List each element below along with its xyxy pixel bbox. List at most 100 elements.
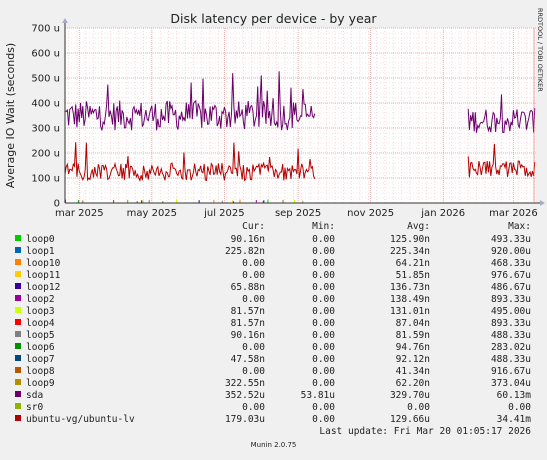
- legend-min: 0.00: [312, 270, 335, 281]
- footer: Munin 2.0.75: [251, 441, 297, 449]
- legend-max: 495.00u: [491, 306, 531, 317]
- legend-label: ubuntu-vg/ubuntu-lv: [26, 414, 135, 425]
- legend-header-min: Min:: [312, 221, 335, 232]
- legend-avg: 41.34n: [396, 366, 430, 377]
- legend-max: 34.41m: [497, 414, 532, 425]
- x-tick-label: jul 2025: [203, 208, 245, 219]
- legend-max: 493.33u: [491, 234, 531, 245]
- legend-avg: 129.66u: [390, 414, 430, 425]
- legend-min: 0.00: [312, 414, 335, 425]
- side-label: RRDTOOL / TOBI OETIKER: [536, 8, 544, 92]
- legend-label: loop8: [26, 366, 55, 377]
- legend-max: 488.33u: [491, 330, 531, 341]
- legend-cur: 90.16n: [231, 234, 265, 245]
- y-tick-label: 0: [54, 199, 60, 210]
- legend-min: 0.00: [312, 234, 335, 245]
- legend-avg: 62.20n: [396, 378, 430, 389]
- y-tick-label: 300 u: [31, 124, 60, 135]
- legend-cur: 352.52u: [225, 390, 265, 401]
- legend-avg: 138.49n: [390, 294, 430, 305]
- legend-swatch: [15, 331, 21, 337]
- legend-cur: 90.16n: [231, 330, 265, 341]
- legend-avg: 87.04n: [396, 318, 430, 329]
- legend-max: 916.67u: [491, 366, 531, 377]
- legend-min: 0.00: [312, 246, 335, 257]
- legend-swatch: [15, 367, 21, 373]
- legend-avg: 329.70u: [390, 390, 430, 401]
- legend-avg: 0.00: [407, 402, 430, 413]
- legend-cur: 225.82n: [225, 246, 265, 257]
- last-update: Last update: Fri Mar 20 01:05:17 2026: [319, 426, 531, 437]
- legend-label: loop9: [26, 378, 55, 389]
- legend-min: 0.00: [312, 258, 335, 269]
- legend-cur: 0.00: [242, 366, 265, 377]
- legend-swatch: [15, 247, 21, 253]
- legend-label: loop12: [26, 282, 60, 293]
- legend-cur: 81.57n: [231, 318, 265, 329]
- legend-swatch: [15, 307, 21, 313]
- legend-cur: 65.88n: [231, 282, 265, 293]
- legend-min: 0.00: [312, 282, 335, 293]
- legend-label: loop4: [26, 318, 55, 329]
- legend-min: 0.00: [312, 402, 335, 413]
- y-axis-arrow: [62, 18, 68, 23]
- legend-min: 0.00: [312, 366, 335, 377]
- legend-cur: 81.57n: [231, 306, 265, 317]
- legend-label: loop1: [26, 246, 55, 257]
- legend-max: 486.67u: [491, 282, 531, 293]
- legend-label: loop2: [26, 294, 55, 305]
- x-tick-label: mar 2025: [55, 208, 104, 219]
- legend-swatch: [15, 319, 21, 325]
- y-tick-label: 200 u: [31, 149, 60, 160]
- legend-label: loop10: [26, 258, 61, 269]
- y-axis-label: Average IO Wait (seconds): [4, 43, 17, 188]
- legend-max: 468.33u: [491, 258, 531, 269]
- legend-swatch: [15, 271, 21, 277]
- legend-max: 893.33u: [491, 294, 531, 305]
- legend-label: loop0: [26, 234, 55, 245]
- legend-avg: 94.76n: [396, 342, 430, 353]
- series-line-ubuntu-lv: [64, 142, 316, 183]
- legend-swatch: [15, 403, 21, 409]
- legend-avg: 125.90n: [390, 234, 430, 245]
- legend-cur: 0.00: [242, 270, 265, 281]
- legend-header-max: Max:: [508, 221, 531, 232]
- legend-cur: 0.00: [242, 342, 265, 353]
- legend-swatch: [15, 259, 21, 265]
- legend-label: sr0: [26, 402, 43, 413]
- legend-header-cur: Cur:: [242, 221, 265, 232]
- legend-swatch: [15, 391, 21, 397]
- legend-avg: 225.34n: [390, 246, 430, 257]
- legend-min: 0.00: [312, 342, 335, 353]
- legend-avg: 81.59n: [396, 330, 430, 341]
- legend-max: 920.00u: [491, 246, 531, 257]
- y-tick-label: 700 u: [31, 24, 60, 35]
- legend-max: 976.67u: [491, 270, 531, 281]
- legend-max: 283.02u: [491, 342, 531, 353]
- legend-max: 488.33u: [491, 354, 531, 365]
- series-line-ubuntu-lv: [467, 143, 536, 178]
- legend-avg: 92.12n: [396, 354, 430, 365]
- legend-min: 0.00: [312, 294, 335, 305]
- x-tick-label: sep 2025: [275, 208, 321, 219]
- legend-min: 0.00: [312, 354, 335, 365]
- x-tick-label: may 2025: [127, 208, 177, 219]
- legend-avg: 136.73n: [390, 282, 430, 293]
- x-tick-label: nov 2025: [347, 208, 394, 219]
- legend-cur: 0.00: [242, 258, 265, 269]
- legend-min: 0.00: [312, 330, 335, 341]
- legend-swatch: [15, 415, 21, 421]
- series-line-sda: [467, 94, 536, 134]
- legend-cur: 0.00: [242, 402, 265, 413]
- x-axis-arrow: [540, 200, 545, 206]
- legend-swatch: [15, 343, 21, 349]
- legend-max: 373.04u: [491, 378, 531, 389]
- legend-swatch: [15, 295, 21, 301]
- legend-avg: 51.85n: [396, 270, 430, 281]
- legend-cur: 0.00: [242, 294, 265, 305]
- chart-title: Disk latency per device - by year: [170, 11, 377, 26]
- legend-avg: 131.01n: [390, 306, 430, 317]
- series-line-sda: [64, 71, 316, 131]
- legend-max: 893.33u: [491, 318, 531, 329]
